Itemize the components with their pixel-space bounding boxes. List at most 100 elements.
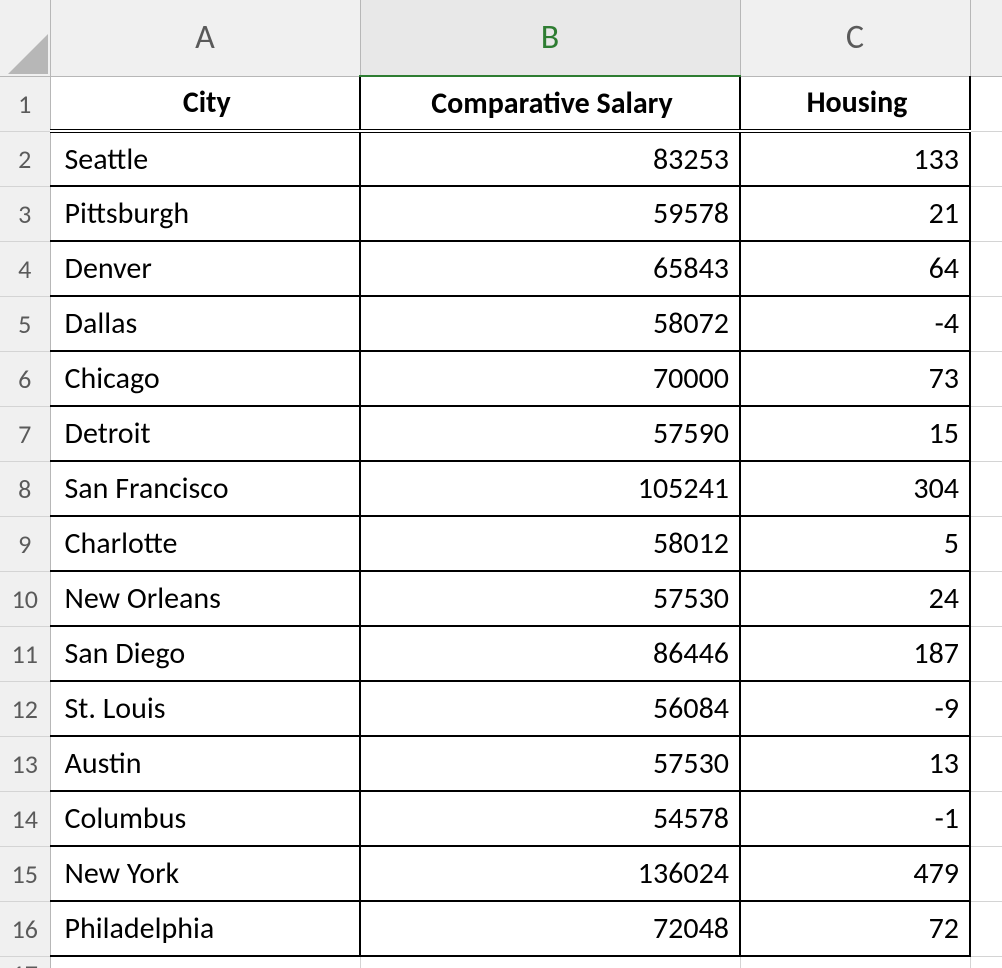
- column-header-A[interactable]: A: [50, 0, 360, 76]
- cell-B9[interactable]: 58012: [360, 516, 740, 571]
- cell-pad-9[interactable]: [970, 516, 1002, 571]
- spreadsheet-viewport: A B C 1 City Comparative Salary Housing …: [0, 0, 1002, 968]
- spreadsheet-grid[interactable]: A B C 1 City Comparative Salary Housing …: [0, 0, 1002, 968]
- row-header-17[interactable]: 17: [0, 956, 50, 968]
- cell-A13[interactable]: Austin: [50, 736, 360, 791]
- cell-C15[interactable]: 479: [740, 846, 970, 901]
- column-header-row: A B C: [0, 0, 1002, 76]
- cell-A6[interactable]: Chicago: [50, 351, 360, 406]
- cell-B3[interactable]: 59578: [360, 186, 740, 241]
- row-header-3[interactable]: 3: [0, 186, 50, 241]
- row-header-5[interactable]: 5: [0, 296, 50, 351]
- cell-C12[interactable]: -9: [740, 681, 970, 736]
- cell-A1[interactable]: City: [50, 76, 360, 131]
- cell-B12[interactable]: 56084: [360, 681, 740, 736]
- row-header-1[interactable]: 1: [0, 76, 50, 131]
- cell-B8[interactable]: 105241: [360, 461, 740, 516]
- cell-B2[interactable]: 83253: [360, 131, 740, 186]
- row-header-6[interactable]: 6: [0, 351, 50, 406]
- row-header-11[interactable]: 11: [0, 626, 50, 681]
- cell-pad-3[interactable]: [970, 186, 1002, 241]
- cell-C16[interactable]: 72: [740, 901, 970, 956]
- row-14: 14 Columbus 54578 -1: [0, 791, 1002, 846]
- cell-pad-6[interactable]: [970, 351, 1002, 406]
- cell-B7[interactable]: 57590: [360, 406, 740, 461]
- cell-C4[interactable]: 64: [740, 241, 970, 296]
- cell-pad-5[interactable]: [970, 296, 1002, 351]
- row-9: 9 Charlotte 58012 5: [0, 516, 1002, 571]
- row-header-7[interactable]: 7: [0, 406, 50, 461]
- cell-B10[interactable]: 57530: [360, 571, 740, 626]
- cell-C9[interactable]: 5: [740, 516, 970, 571]
- cell-A4[interactable]: Denver: [50, 241, 360, 296]
- cell-A14[interactable]: Columbus: [50, 791, 360, 846]
- row-header-9[interactable]: 9: [0, 516, 50, 571]
- cell-B15[interactable]: 136024: [360, 846, 740, 901]
- cell-C7[interactable]: 15: [740, 406, 970, 461]
- cell-A5[interactable]: Dallas: [50, 296, 360, 351]
- column-header-C[interactable]: C: [740, 0, 970, 76]
- cell-A17[interactable]: [50, 956, 360, 968]
- cell-A7[interactable]: Detroit: [50, 406, 360, 461]
- cell-pad-15[interactable]: [970, 846, 1002, 901]
- cell-C11[interactable]: 187: [740, 626, 970, 681]
- cell-A3[interactable]: Pittsburgh: [50, 186, 360, 241]
- cell-C14[interactable]: -1: [740, 791, 970, 846]
- row-5: 5 Dallas 58072 -4: [0, 296, 1002, 351]
- cell-A11[interactable]: San Diego: [50, 626, 360, 681]
- cell-A2[interactable]: Seattle: [50, 131, 360, 186]
- row-header-10[interactable]: 10: [0, 571, 50, 626]
- cell-pad-17[interactable]: [970, 956, 1002, 968]
- cell-pad-8[interactable]: [970, 461, 1002, 516]
- cell-A16[interactable]: Philadelphia: [50, 901, 360, 956]
- cell-pad-13[interactable]: [970, 736, 1002, 791]
- cell-pad-11[interactable]: [970, 626, 1002, 681]
- row-header-13[interactable]: 13: [0, 736, 50, 791]
- cell-B6[interactable]: 70000: [360, 351, 740, 406]
- cell-B5[interactable]: 58072: [360, 296, 740, 351]
- row-8: 8 San Francisco 105241 304: [0, 461, 1002, 516]
- cell-pad-12[interactable]: [970, 681, 1002, 736]
- cell-B11[interactable]: 86446: [360, 626, 740, 681]
- cell-A9[interactable]: Charlotte: [50, 516, 360, 571]
- cell-pad-4[interactable]: [970, 241, 1002, 296]
- cell-C5[interactable]: -4: [740, 296, 970, 351]
- cell-pad-1[interactable]: [970, 76, 1002, 131]
- cell-A12[interactable]: St. Louis: [50, 681, 360, 736]
- cell-B13[interactable]: 57530: [360, 736, 740, 791]
- cell-A15[interactable]: New York: [50, 846, 360, 901]
- row-header-4[interactable]: 4: [0, 241, 50, 296]
- cell-C10[interactable]: 24: [740, 571, 970, 626]
- row-10: 10 New Orleans 57530 24: [0, 571, 1002, 626]
- row-header-12[interactable]: 12: [0, 681, 50, 736]
- cell-B16[interactable]: 72048: [360, 901, 740, 956]
- cell-C3[interactable]: 21: [740, 186, 970, 241]
- row-16: 16 Philadelphia 72048 72: [0, 901, 1002, 956]
- cell-pad-7[interactable]: [970, 406, 1002, 461]
- cell-B4[interactable]: 65843: [360, 241, 740, 296]
- cell-C1[interactable]: Housing: [740, 76, 970, 131]
- cell-C8[interactable]: 304: [740, 461, 970, 516]
- cell-C17[interactable]: [740, 956, 970, 968]
- cell-A10[interactable]: New Orleans: [50, 571, 360, 626]
- row-header-8[interactable]: 8: [0, 461, 50, 516]
- select-all-corner[interactable]: [0, 0, 50, 76]
- row-header-16[interactable]: 16: [0, 901, 50, 956]
- cell-B1[interactable]: Comparative Salary: [360, 76, 740, 131]
- cell-C13[interactable]: 13: [740, 736, 970, 791]
- cell-B17[interactable]: [360, 956, 740, 968]
- cell-pad-14[interactable]: [970, 791, 1002, 846]
- row-7: 7 Detroit 57590 15: [0, 406, 1002, 461]
- cell-C2[interactable]: 133: [740, 131, 970, 186]
- cell-A8[interactable]: San Francisco: [50, 461, 360, 516]
- row-header-15[interactable]: 15: [0, 846, 50, 901]
- cell-pad-16[interactable]: [970, 901, 1002, 956]
- row-header-2[interactable]: 2: [0, 131, 50, 186]
- cell-pad-2[interactable]: [970, 131, 1002, 186]
- cell-B14[interactable]: 54578: [360, 791, 740, 846]
- select-all-triangle-icon: [8, 34, 48, 74]
- cell-pad-10[interactable]: [970, 571, 1002, 626]
- row-header-14[interactable]: 14: [0, 791, 50, 846]
- column-header-B[interactable]: B: [360, 0, 740, 76]
- cell-C6[interactable]: 73: [740, 351, 970, 406]
